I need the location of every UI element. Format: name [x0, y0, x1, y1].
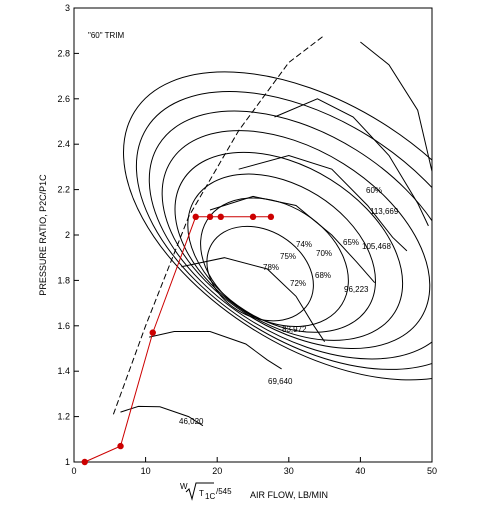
efficiency-island	[206, 225, 314, 322]
speed-line	[274, 98, 429, 227]
operating-point	[81, 458, 88, 466]
y-tick-label: 2	[65, 230, 70, 240]
speed-label: 96,223	[344, 285, 369, 294]
y-tick-label: 2.2	[57, 185, 70, 195]
operating-line	[81, 213, 275, 466]
surge-line	[112, 34, 325, 415]
x-tick-label: 20	[212, 466, 222, 476]
efficiency-label: 74%	[296, 240, 312, 249]
x-formula-prefix: W	[180, 482, 188, 491]
y-tick-label: 2.8	[57, 48, 70, 58]
x-tick-label: 10	[141, 466, 151, 476]
operating-point	[217, 213, 224, 221]
y-tick-label: 1.2	[57, 412, 70, 422]
y-tick-label: 1.8	[57, 275, 70, 285]
y-tick-label: 2.4	[57, 139, 70, 149]
speed-line	[181, 257, 326, 342]
x-formula-divisor: /545	[216, 487, 232, 496]
y-tick-label: 2.6	[57, 94, 70, 104]
x-tick-label: 50	[427, 466, 437, 476]
operating-line-path	[84, 216, 271, 463]
operating-point	[249, 213, 257, 221]
efficiency-island	[148, 110, 432, 360]
x-tick-label: 30	[284, 466, 294, 476]
map-labels: 78%75%74% 72% 70% 68% 65% 60% 46,020 69,640 83,9…	[179, 186, 399, 426]
plot-frame	[73, 7, 433, 463]
efficiency-label: 72%	[290, 279, 306, 288]
x-formula-radicand: T	[199, 489, 204, 498]
efficiency-label: 70%	[316, 249, 332, 258]
x-tick-label: 40	[355, 466, 365, 476]
operating-point	[206, 213, 214, 221]
efficiency-label: 65%	[343, 238, 359, 247]
map-lines	[112, 34, 432, 427]
speed-line	[120, 405, 204, 427]
y-axis-label: PRESSURE RATIO, P2C/P1C	[38, 174, 48, 296]
y-tick-label: 1	[65, 457, 70, 467]
speed-label: 113,669	[370, 207, 399, 216]
speed-label: 83,972	[282, 325, 307, 334]
efficiency-island	[174, 151, 404, 341]
speed-label: 105,468	[362, 242, 391, 251]
x-formula-radicand-sub: 1C	[205, 492, 215, 501]
x-axis-label: AIR FLOW, LB/MIN	[250, 490, 328, 500]
efficiency-island	[123, 71, 432, 381]
y-tick-label: 3	[65, 3, 70, 13]
speed-label: 46,020	[179, 417, 204, 426]
operating-point	[192, 213, 199, 221]
efficiency-label: 60%	[366, 186, 382, 195]
speed-line	[209, 195, 376, 284]
operating-point	[267, 213, 275, 221]
speed-label: 69,640	[268, 377, 293, 386]
x-axis-label-group: W T 1C /545 AIR FLOW, LB/MIN	[180, 482, 328, 501]
x-formula-radical	[185, 482, 214, 501]
operating-point	[149, 329, 156, 336]
efficiency-island	[161, 130, 431, 350]
efficiency-label: 78%	[263, 263, 279, 272]
y-tick-label: 1.4	[57, 366, 70, 376]
operating-point	[117, 442, 124, 450]
efficiency-label: 75%	[280, 252, 296, 261]
efficiency-island	[187, 173, 376, 333]
efficiency-island	[135, 90, 432, 370]
efficiency-label: 68%	[315, 271, 331, 280]
axis-ticks: 0 10 20 30 40 50 1 1.2 1.4 1.6 1.8 2 2.2 2.4 2.6 2.8 3	[57, 3, 437, 476]
choke-line	[360, 41, 432, 281]
y-tick-label: 1.6	[57, 321, 70, 331]
trim-label: "60" TRIM	[88, 31, 125, 40]
speed-line	[149, 331, 282, 370]
speed-line	[238, 154, 408, 252]
x-tick-label: 0	[71, 466, 76, 476]
